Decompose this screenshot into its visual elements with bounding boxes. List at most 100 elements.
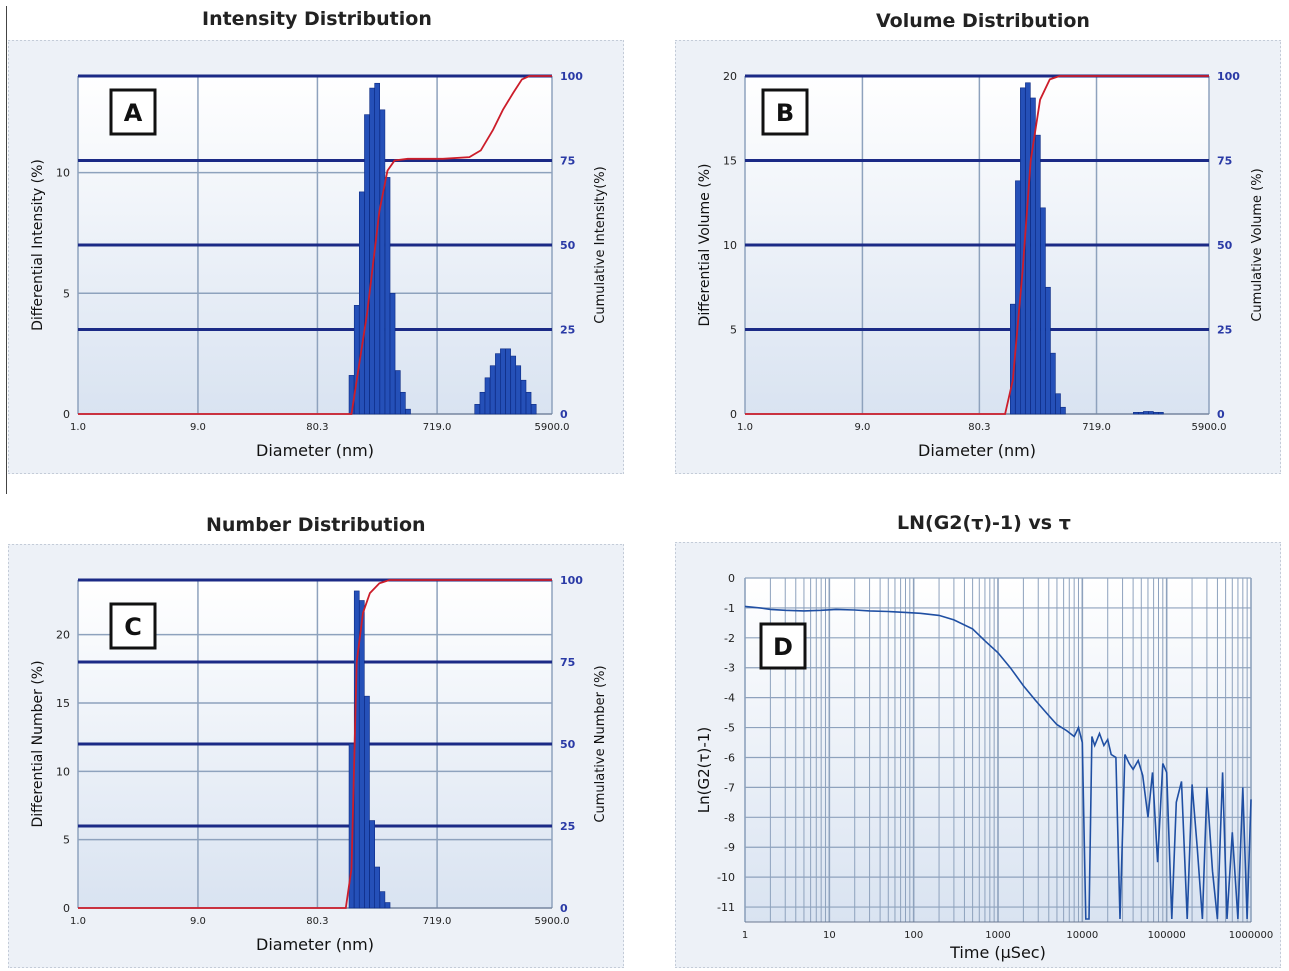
y2-tick-label: 100 bbox=[1217, 70, 1240, 83]
panel-label-box bbox=[109, 88, 157, 136]
bar bbox=[384, 902, 391, 909]
bar bbox=[369, 820, 375, 909]
chart-volume-distribution: 0 5 10 15 20 0 25 50 75 100 1.0 9.0 80.3 719.0 5900.0 D… bbox=[675, 40, 1281, 474]
y2-tick-label: 25 bbox=[560, 820, 575, 833]
chart-number-distribution: 0 5 10 15 20 0 25 50 75 100 1.0 9.0 80.3 719.0 5900.0 D… bbox=[8, 544, 624, 968]
title-d: LN(G2(τ)-1) vs τ bbox=[897, 512, 1071, 534]
y-tick-label: -5 bbox=[724, 722, 735, 735]
bar bbox=[358, 191, 365, 415]
chart-correlogram: 0 -1 -2 -3 -4 -5 -6 -7 -8 -9 -10 -11 1 10 100 1000 10000… bbox=[675, 542, 1281, 968]
y-tick-label: 5 bbox=[63, 287, 70, 300]
x-tick-label: 10000 bbox=[1066, 930, 1098, 941]
bar bbox=[1138, 412, 1144, 415]
bar bbox=[1060, 406, 1066, 415]
bar bbox=[353, 305, 360, 415]
bar bbox=[374, 866, 380, 909]
bar bbox=[510, 355, 517, 415]
y-tick-label: 20 bbox=[723, 70, 737, 83]
y-tick-label: -1 bbox=[724, 602, 735, 615]
x-axis-label: Time (μSec) bbox=[949, 943, 1046, 962]
bar bbox=[495, 353, 501, 415]
title-a: Intensity Distribution bbox=[202, 8, 432, 30]
y2-tick-label: 0 bbox=[1217, 408, 1225, 421]
bar bbox=[379, 891, 386, 909]
panel-label: B bbox=[776, 99, 794, 127]
x-tick-label: 1 bbox=[742, 930, 748, 941]
x-tick-label: 80.3 bbox=[968, 422, 990, 433]
x-tick-label: 719.0 bbox=[423, 916, 452, 927]
bar bbox=[400, 391, 406, 415]
y-tick-label: -9 bbox=[724, 841, 735, 854]
bar bbox=[1025, 82, 1031, 415]
y2-axis-label: Cumulative Volume (%) bbox=[1250, 168, 1265, 321]
y-tick-label: -2 bbox=[724, 632, 735, 645]
x-tick-label: 5900.0 bbox=[535, 916, 570, 927]
bar bbox=[384, 177, 391, 415]
y-tick-label: 10 bbox=[56, 167, 70, 180]
y-tick-label: 10 bbox=[723, 239, 737, 252]
y-tick-label: 0 bbox=[728, 572, 735, 585]
bar bbox=[1055, 393, 1061, 415]
y-tick-label: -3 bbox=[724, 662, 735, 675]
y-tick-label: -11 bbox=[717, 901, 735, 914]
x-tick-label: 1000000 bbox=[1229, 930, 1274, 941]
panel-label-box bbox=[109, 602, 157, 650]
panel-label: D bbox=[773, 633, 793, 661]
bar bbox=[364, 114, 370, 415]
y-tick-label: 0 bbox=[730, 408, 737, 421]
y-tick-label: -7 bbox=[724, 781, 735, 794]
bar bbox=[405, 408, 411, 415]
y-tick-label: -6 bbox=[724, 751, 735, 764]
x-tick-label: 100000 bbox=[1148, 930, 1186, 941]
y2-tick-label: 0 bbox=[560, 408, 568, 421]
bar bbox=[484, 377, 491, 415]
bar bbox=[500, 348, 506, 415]
y2-tick-label: 25 bbox=[1217, 324, 1232, 337]
y2-tick-label: 50 bbox=[1217, 239, 1233, 252]
y2-tick-label: 50 bbox=[560, 239, 576, 252]
panel-label: C bbox=[124, 613, 142, 641]
bar bbox=[515, 365, 522, 415]
x-tick-label: 719.0 bbox=[1082, 422, 1111, 433]
y-tick-label: 15 bbox=[723, 155, 737, 168]
x-tick-label: 80.3 bbox=[306, 422, 328, 433]
x-axis-label: Diameter (nm) bbox=[256, 935, 374, 954]
y2-tick-label: 25 bbox=[560, 324, 575, 337]
x-axis-label: Diameter (nm) bbox=[918, 441, 1036, 460]
left-rule bbox=[6, 6, 7, 494]
panel-label: A bbox=[124, 99, 143, 127]
y-tick-label: -10 bbox=[717, 871, 735, 884]
bar bbox=[530, 404, 537, 415]
bar bbox=[525, 391, 532, 415]
bar bbox=[394, 370, 401, 415]
y2-tick-label: 100 bbox=[560, 574, 583, 587]
x-tick-label: 10 bbox=[823, 930, 836, 941]
y-tick-label: 5 bbox=[730, 324, 737, 337]
x-tick-label: 80.3 bbox=[306, 916, 328, 927]
y-tick-label: 0 bbox=[63, 408, 70, 421]
y-tick-label: 15 bbox=[56, 697, 70, 710]
y2-tick-label: 75 bbox=[1217, 155, 1232, 168]
x-tick-label: 1000 bbox=[985, 930, 1010, 941]
x-axis-label: Diameter (nm) bbox=[256, 441, 374, 460]
bar bbox=[1133, 412, 1139, 415]
bar bbox=[520, 379, 527, 415]
bar bbox=[1148, 411, 1154, 415]
bar bbox=[489, 365, 496, 415]
y2-tick-label: 50 bbox=[560, 738, 576, 751]
y2-axis-label: Cumulative Intensity(%) bbox=[593, 166, 608, 323]
y-axis-label: Ln(G2(τ)-1) bbox=[695, 727, 713, 813]
title-c: Number Distribution bbox=[206, 514, 426, 536]
bar bbox=[479, 391, 486, 415]
y2-tick-label: 100 bbox=[560, 70, 583, 83]
y-tick-label: 10 bbox=[56, 765, 70, 778]
x-tick-label: 9.0 bbox=[190, 916, 206, 927]
y-tick-label: 20 bbox=[56, 629, 70, 642]
bar bbox=[1143, 411, 1149, 415]
bar bbox=[1040, 207, 1046, 415]
y-tick-label: 0 bbox=[63, 902, 70, 915]
x-tick-label: 9.0 bbox=[854, 422, 870, 433]
x-tick-label: 1.0 bbox=[70, 916, 86, 927]
x-tick-label: 5900.0 bbox=[1192, 422, 1227, 433]
